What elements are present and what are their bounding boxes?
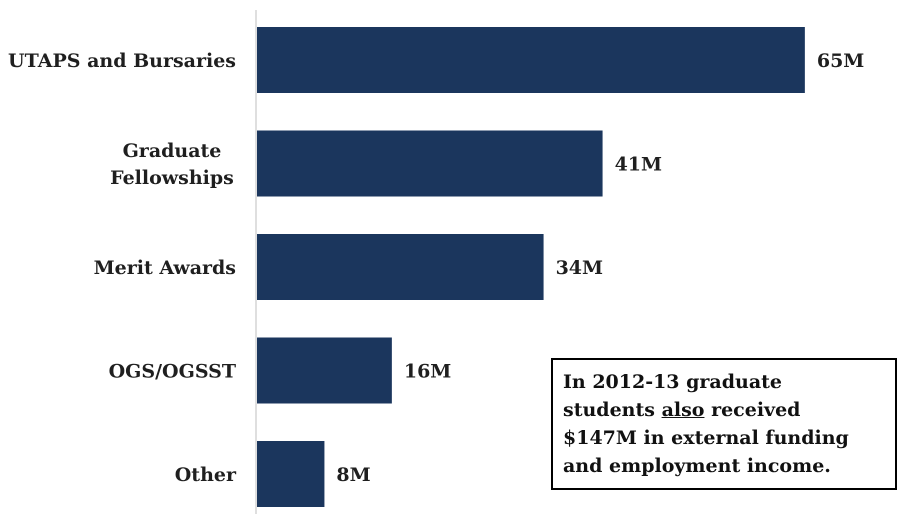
bars-layer bbox=[257, 27, 805, 507]
callout-line-3: $147M in external funding bbox=[563, 427, 849, 449]
category-label-3-line-0: OGS/OGSST bbox=[109, 361, 236, 383]
callout-emphasis-also: also bbox=[661, 399, 705, 421]
callout-line-4: and employment income. bbox=[563, 455, 831, 477]
value-label-4: 8M bbox=[336, 464, 370, 486]
value-label-0: 65M bbox=[817, 50, 864, 72]
category-label-2: Merit Awards bbox=[94, 257, 236, 279]
external-funding-callout: In 2012-13 graduate students also receiv… bbox=[551, 358, 897, 490]
bar-4 bbox=[257, 441, 325, 507]
category-label-3: OGS/OGSST bbox=[109, 361, 236, 383]
value-labels-layer: 65M 41M 34M 16M 8M bbox=[336, 50, 864, 486]
value-label-1: 41M bbox=[615, 154, 662, 176]
category-label-4-line-0: Other bbox=[175, 464, 237, 486]
callout-line-2-start: students bbox=[563, 399, 662, 421]
category-label-1-line-1: Fellowships bbox=[110, 167, 234, 189]
bar-1 bbox=[257, 130, 603, 197]
callout-line-2: students also received bbox=[563, 396, 885, 424]
bar-2 bbox=[257, 234, 544, 300]
bar-3 bbox=[257, 337, 392, 404]
category-label-0: UTAPS and Bursaries bbox=[8, 50, 236, 72]
category-labels-layer: UTAPS and Bursaries Graduate Fellowships Me… bbox=[8, 50, 237, 486]
bar-0 bbox=[257, 27, 805, 93]
callout-line-1: In 2012-13 graduate bbox=[563, 371, 783, 393]
category-label-2-line-0: Merit Awards bbox=[94, 257, 236, 279]
category-label-1: Graduate Fellowships bbox=[110, 140, 234, 189]
category-label-1-line-0: Graduate bbox=[123, 140, 222, 162]
value-label-2: 34M bbox=[556, 257, 603, 279]
category-label-4: Other bbox=[175, 464, 237, 486]
category-label-0-line-0: UTAPS and Bursaries bbox=[8, 50, 236, 72]
value-label-3: 16M bbox=[404, 361, 451, 383]
callout-line-2-end: received bbox=[704, 399, 801, 421]
